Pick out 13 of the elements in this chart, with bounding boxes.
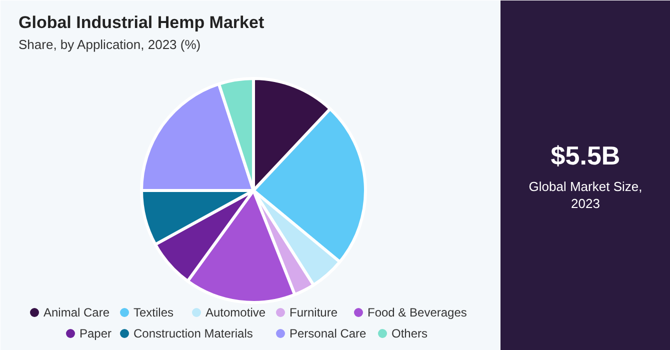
legend-label: Construction Materials [134, 326, 253, 340]
chart-subtitle: Share, by Application, 2023 (%) [18, 37, 201, 52]
chart-title: Global Industrial Hemp Market [18, 13, 264, 32]
text: Global Market Size, 2023 [528, 179, 642, 211]
legend-label: Furniture [290, 306, 338, 320]
legend-label: Personal Care [290, 326, 367, 340]
legend-label: Automotive [206, 306, 266, 320]
legend-label: Others [392, 326, 428, 340]
legend-label: Paper [80, 326, 112, 340]
legend-label: Textiles [134, 306, 174, 320]
text: $5.5B [550, 140, 620, 170]
legend-label: Animal Care [44, 306, 110, 320]
legend-label: Food & Beverages [368, 306, 467, 320]
